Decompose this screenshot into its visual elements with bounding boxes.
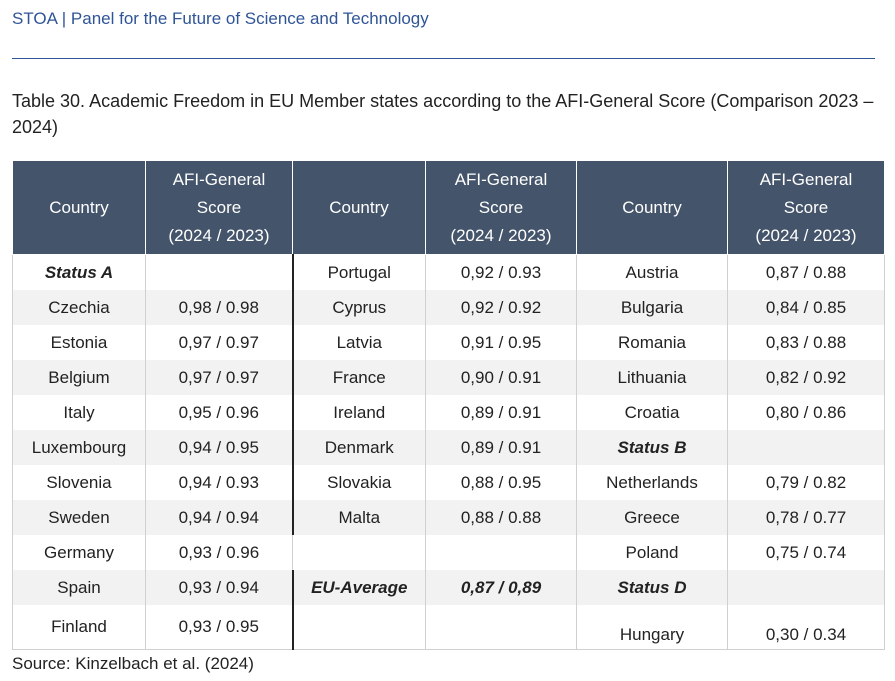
table-cell: 0,75 / 0.74 bbox=[727, 535, 885, 570]
table-cell: Denmark bbox=[291, 430, 426, 465]
table-cell: Status B bbox=[576, 430, 728, 465]
table-cell: Estonia bbox=[12, 325, 146, 360]
source-note: Source: Kinzelbach et al. (2024) bbox=[12, 654, 254, 673]
table-cell bbox=[291, 605, 426, 650]
header-title: STOA | Panel for the Future of Science a… bbox=[12, 9, 429, 28]
table-cell: Greece bbox=[576, 500, 728, 535]
table-cell: 0,92 / 0.93 bbox=[425, 254, 577, 290]
header-score-line1: AFI-General bbox=[172, 169, 266, 189]
header-score-line3: (2024 / 2023) bbox=[755, 225, 857, 245]
header-score-2: AFI-General Score (2024 / 2023) bbox=[425, 160, 577, 255]
header-score-line3: (2024 / 2023) bbox=[450, 225, 552, 245]
table-cell: Poland bbox=[576, 535, 728, 570]
table-cell: 0,93 / 0.94 bbox=[145, 570, 293, 605]
header-score-line1: AFI-General bbox=[454, 169, 548, 189]
table-cell bbox=[425, 535, 577, 570]
table-cell: 0,87 / 0.88 bbox=[727, 254, 885, 290]
table-cell: 0,92 / 0.92 bbox=[425, 290, 577, 325]
table-row: Finland 0,93 / 0.95 Hungary 0,30 / 0.34 bbox=[12, 605, 885, 650]
table-cell: 0,88 / 0.95 bbox=[425, 465, 577, 500]
table-cell: 0,30 / 0.34 bbox=[727, 605, 885, 650]
table-cell: Portugal bbox=[291, 254, 426, 290]
header-score-1: AFI-General Score (2024 / 2023) bbox=[145, 160, 293, 255]
table-row: Estonia 0,97 / 0.97 Latvia 0,91 / 0.95 R… bbox=[12, 325, 885, 360]
header-country-1: Country bbox=[12, 160, 146, 255]
table-row: Germany 0,93 / 0.96 Poland 0,75 / 0.74 bbox=[12, 535, 885, 570]
table-cell: Status A bbox=[12, 254, 146, 290]
table-cell: Malta bbox=[291, 500, 426, 535]
table-cell: Latvia bbox=[291, 325, 426, 360]
eu-average-value: 0,87 / 0,89 bbox=[425, 570, 577, 605]
eu-average-label: EU-Average bbox=[291, 570, 426, 605]
table-cell: Hungary bbox=[576, 605, 728, 650]
header-score-line1: AFI-General bbox=[759, 169, 853, 189]
table-cell: 0,95 / 0.96 bbox=[145, 395, 293, 430]
table-cell: 0,82 / 0.92 bbox=[727, 360, 885, 395]
table-cell bbox=[727, 570, 885, 605]
table-cell: 0,93 / 0.95 bbox=[145, 605, 293, 650]
table-cell: Lithuania bbox=[576, 360, 728, 395]
table-cell: Ireland bbox=[291, 395, 426, 430]
header-score-3: AFI-General Score (2024 / 2023) bbox=[727, 160, 885, 255]
table-cell: Croatia bbox=[576, 395, 728, 430]
table-cell: Belgium bbox=[12, 360, 146, 395]
table-cell: Italy bbox=[12, 395, 146, 430]
table-cell: 0,94 / 0.93 bbox=[145, 465, 293, 500]
table-header-row: Country AFI-General Score (2024 / 2023) … bbox=[12, 160, 885, 255]
table-cell: 0,97 / 0.97 bbox=[145, 360, 293, 395]
table-cell: Finland bbox=[12, 605, 146, 650]
table-cell: Netherlands bbox=[576, 465, 728, 500]
table-cell: 0,98 / 0.98 bbox=[145, 290, 293, 325]
table-cell: Czechia bbox=[12, 290, 146, 325]
table-cell: Romania bbox=[576, 325, 728, 360]
table-row: Italy 0,95 / 0.96 Ireland 0,89 / 0.91 Cr… bbox=[12, 395, 885, 430]
table-caption: Table 30. Academic Freedom in EU Member … bbox=[12, 91, 874, 137]
table-cell bbox=[145, 254, 293, 290]
header-score-line2: Score bbox=[783, 197, 829, 217]
table-cell: Sweden bbox=[12, 500, 146, 535]
afi-table: Country AFI-General Score (2024 / 2023) … bbox=[12, 160, 885, 650]
table-cell: Cyprus bbox=[291, 290, 426, 325]
table-cell: 0,97 / 0.97 bbox=[145, 325, 293, 360]
table-cell: 0,94 / 0.95 bbox=[145, 430, 293, 465]
table-cell: Austria bbox=[576, 254, 728, 290]
table-cell: 0,94 / 0.94 bbox=[145, 500, 293, 535]
table-cell: Luxembourg bbox=[12, 430, 146, 465]
header-score-line2: Score bbox=[478, 197, 524, 217]
table-cell: 0,80 / 0.86 bbox=[727, 395, 885, 430]
header-score-line3: (2024 / 2023) bbox=[168, 225, 270, 245]
table-cell: Slovakia bbox=[291, 465, 426, 500]
table-cell: 0,90 / 0.91 bbox=[425, 360, 577, 395]
header-divider bbox=[12, 58, 875, 59]
table-row: Luxembourg 0,94 / 0.95 Denmark 0,89 / 0.… bbox=[12, 430, 885, 465]
table-cell: 0,79 / 0.82 bbox=[727, 465, 885, 500]
table-cell bbox=[425, 605, 577, 650]
table-cell: 0,83 / 0.88 bbox=[727, 325, 885, 360]
table-cell: 0,89 / 0.91 bbox=[425, 430, 577, 465]
table-cell: Bulgaria bbox=[576, 290, 728, 325]
table-cell: 0,84 / 0.85 bbox=[727, 290, 885, 325]
table-cell: Status D bbox=[576, 570, 728, 605]
table-cell: Spain bbox=[12, 570, 146, 605]
table-cell: 0,89 / 0.91 bbox=[425, 395, 577, 430]
table-row: Spain 0,93 / 0.94 EU-Average 0,87 / 0,89… bbox=[12, 570, 885, 605]
table-cell: 0,91 / 0.95 bbox=[425, 325, 577, 360]
header-country-2: Country bbox=[292, 160, 426, 255]
table-cell: 0,78 / 0.77 bbox=[727, 500, 885, 535]
table-cell: 0,93 / 0.96 bbox=[145, 535, 293, 570]
table-row: Status A Portugal 0,92 / 0.93 Austria 0,… bbox=[12, 254, 885, 290]
table-row: Sweden 0,94 / 0.94 Malta 0,88 / 0.88 Gre… bbox=[12, 500, 885, 535]
header-score-line2: Score bbox=[196, 197, 242, 217]
table-cell bbox=[292, 535, 426, 570]
table-row: Czechia 0,98 / 0.98 Cyprus 0,92 / 0.92 B… bbox=[12, 290, 885, 325]
table-cell: 0,88 / 0.88 bbox=[425, 500, 577, 535]
table-cell: Slovenia bbox=[12, 465, 146, 500]
table-cell: France bbox=[291, 360, 426, 395]
table-cell: Germany bbox=[12, 535, 146, 570]
table-cell bbox=[727, 430, 885, 465]
table-row: Belgium 0,97 / 0.97 France 0,90 / 0.91 L… bbox=[12, 360, 885, 395]
table-row: Slovenia 0,94 / 0.93 Slovakia 0,88 / 0.9… bbox=[12, 465, 885, 500]
header-country-3: Country bbox=[576, 160, 728, 255]
